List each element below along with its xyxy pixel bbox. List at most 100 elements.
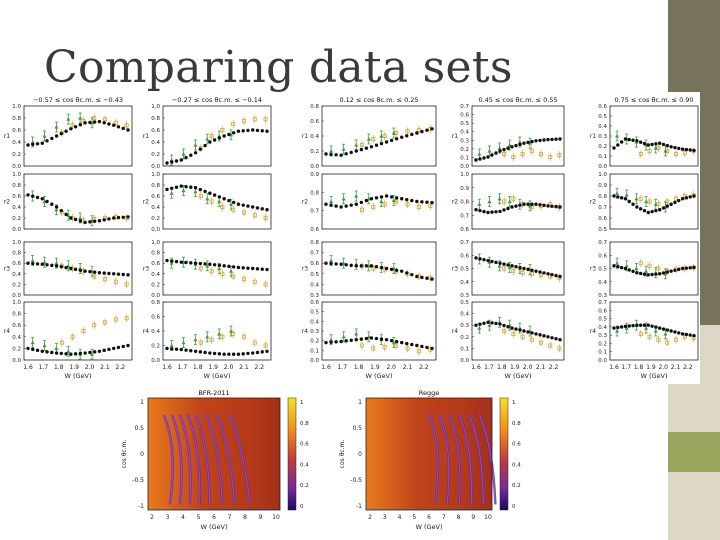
model-point — [107, 217, 111, 221]
model-point — [121, 126, 125, 131]
model-point — [490, 259, 494, 264]
orange-data-point — [665, 199, 670, 204]
model-point — [265, 349, 269, 353]
x-tick-label: 1.9 — [646, 364, 656, 371]
colorbar-tick-label: 0.8 — [512, 421, 521, 427]
model-point — [260, 350, 264, 354]
model-point — [502, 262, 506, 266]
colorbar — [287, 397, 297, 511]
model-point — [506, 206, 510, 211]
y-tick-label: 0.4 — [598, 124, 607, 130]
column-title: −0.57 ≤ cos θc.m. ≤ −0.43 — [33, 96, 123, 104]
green-data-point — [391, 198, 396, 202]
y-tick-label: 0.5 — [598, 114, 607, 120]
model-point — [126, 128, 130, 132]
orange-data-point — [511, 155, 516, 160]
model-point — [558, 338, 562, 342]
panel-frame — [321, 105, 437, 167]
y-tick-label: 0.4 — [151, 140, 160, 146]
model-point — [73, 125, 78, 129]
model-point — [518, 265, 522, 270]
model-point — [198, 147, 203, 151]
green-data-point — [217, 331, 222, 336]
orange-data-point — [209, 269, 214, 274]
model-point — [40, 141, 44, 145]
model-point — [394, 137, 399, 141]
green-data-point — [497, 196, 502, 201]
model-point — [558, 274, 562, 279]
row-label: r3 — [590, 266, 596, 273]
y-tick-label: 0.2 — [310, 339, 319, 345]
model-point — [506, 325, 510, 329]
y-tick-label: 0.5 — [310, 272, 319, 278]
model-point — [684, 196, 689, 200]
orange-data-point — [529, 337, 534, 342]
y-tick-label: 0.3 — [460, 293, 469, 299]
model-point — [616, 265, 620, 269]
model-point — [677, 198, 681, 203]
column-title: 0.75 ≤ cos θc.m. ≤ 0.90 — [614, 96, 693, 104]
y-tick-label: 0.6 — [310, 119, 319, 125]
orange-data-point — [502, 266, 507, 271]
y-tick-label: 0.1 — [460, 155, 469, 161]
panel-frame — [471, 241, 565, 296]
model-point — [241, 352, 245, 356]
orange-data-point — [371, 266, 376, 271]
model-point — [45, 350, 49, 354]
model-point — [97, 219, 102, 223]
model-point — [430, 127, 434, 131]
orange-data-point — [502, 199, 507, 204]
panel-frame — [162, 173, 272, 230]
model-point — [623, 137, 628, 141]
orange-data-point — [359, 343, 364, 348]
model-point — [324, 261, 328, 265]
orange-data-point — [416, 128, 421, 133]
model-point — [255, 128, 260, 133]
x-tick-label: 5 — [197, 514, 201, 521]
model-point — [673, 200, 677, 205]
model-point — [59, 208, 64, 213]
model-point — [170, 259, 174, 263]
model-point — [680, 332, 685, 336]
model-point — [112, 272, 116, 276]
model-point — [364, 264, 369, 268]
y-tick-label: 0.7 — [598, 205, 607, 211]
orange-data-point — [548, 202, 553, 207]
y-tick-label: 0.9 — [598, 183, 607, 189]
resonance-band-highlight — [458, 414, 472, 505]
green-data-point — [354, 331, 359, 336]
orange-data-point — [647, 263, 652, 268]
model-point — [227, 198, 231, 203]
model-point — [179, 158, 183, 162]
model-point — [631, 323, 635, 328]
model-point — [45, 199, 49, 204]
y-tick-label: 0 — [140, 451, 144, 458]
green-data-point — [527, 203, 532, 208]
model-point — [241, 129, 245, 133]
orange-data-point — [674, 196, 679, 201]
panel-frame — [162, 301, 272, 361]
green-data-point — [644, 199, 649, 204]
green-data-point — [229, 202, 234, 206]
orange-data-point — [198, 266, 203, 271]
model-point — [31, 347, 35, 352]
model-point — [354, 264, 358, 268]
x-tick-label: 1.7 — [338, 364, 348, 371]
heatmap-frame — [365, 397, 493, 511]
x-tick-label: 1.6 — [471, 364, 481, 371]
x-tick-label: 1.6 — [162, 364, 172, 371]
colorbar-tick-label: 0.6 — [300, 442, 309, 448]
model-point — [635, 139, 639, 143]
y-tick-label: 0.3 — [310, 293, 319, 299]
model-point — [251, 266, 255, 271]
green-data-point — [54, 261, 59, 265]
model-point — [116, 272, 121, 276]
model-point — [369, 264, 374, 268]
colorbar-tick-label: 0 — [300, 504, 304, 510]
green-data-point — [624, 263, 629, 268]
green-data-point — [229, 329, 234, 333]
x-tick-label: 2.1 — [403, 364, 413, 371]
row-label: r2 — [590, 199, 596, 206]
model-point — [669, 269, 673, 273]
model-point — [359, 264, 364, 268]
